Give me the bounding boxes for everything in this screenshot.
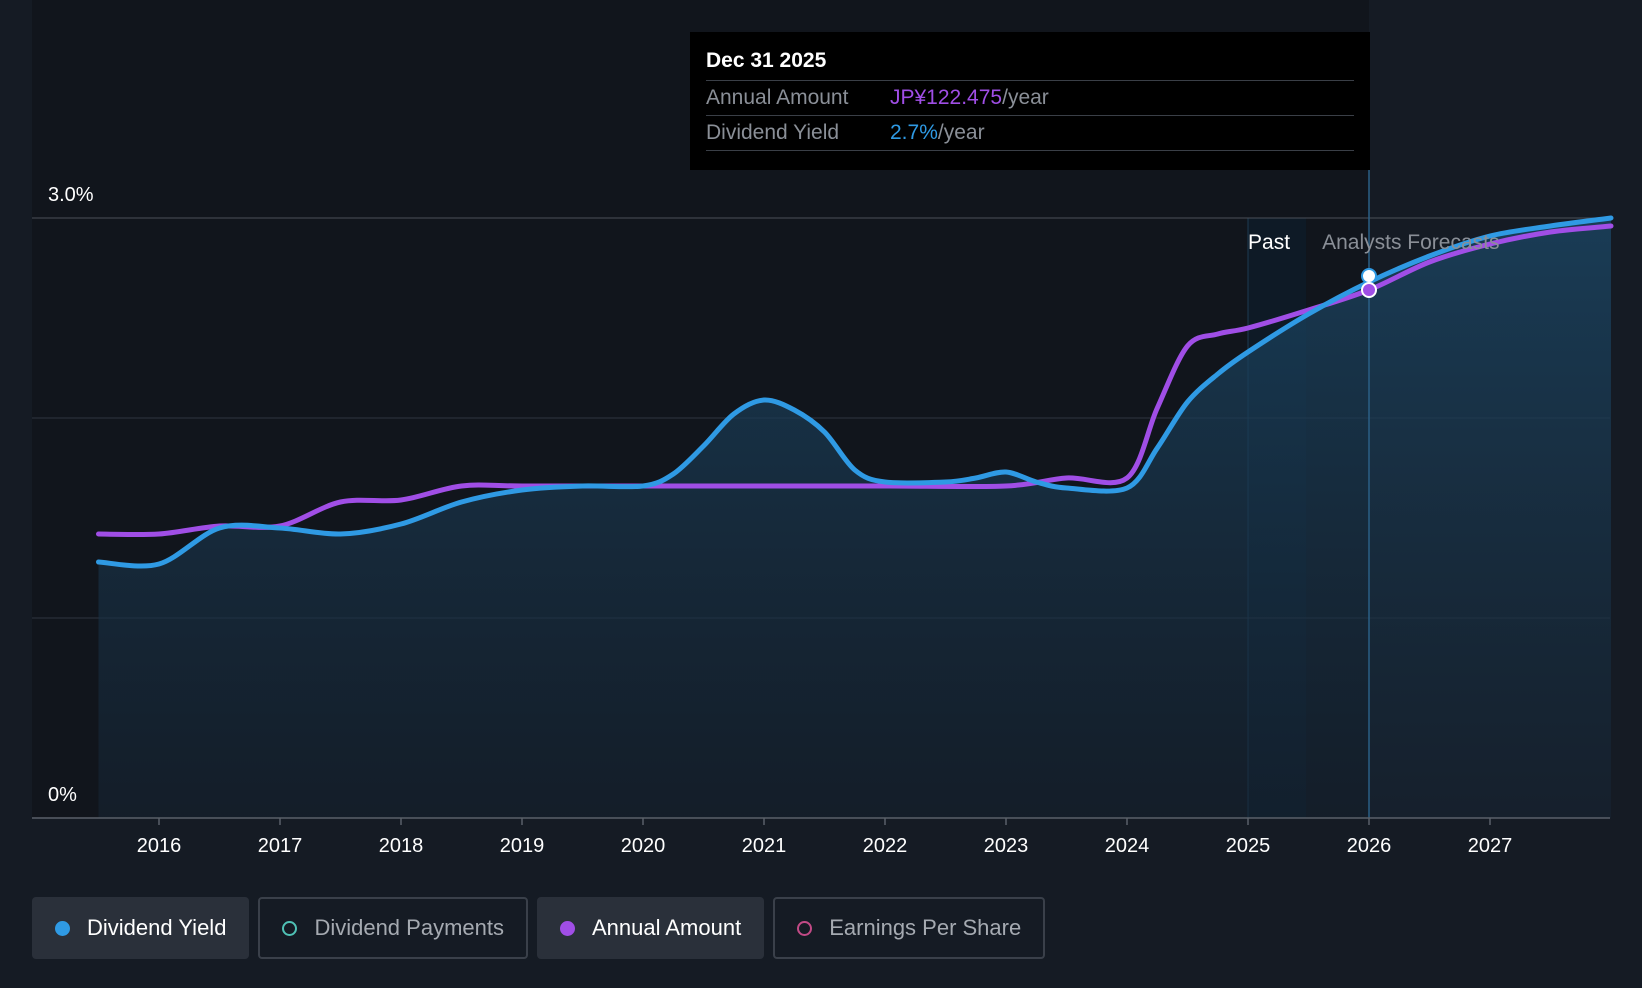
legend-ring-icon xyxy=(282,920,298,936)
tooltip-suffix: /year xyxy=(1002,86,1049,109)
axis-labels: 2016 2017 2018 2019 2020 2021 2022 2023 2024 2025… xyxy=(48,184,1512,857)
tooltip-label: Annual Amount xyxy=(706,86,849,109)
dividend-yield-area xyxy=(98,218,1611,818)
x-tick-label: 2026 xyxy=(1347,835,1392,857)
tooltip-suffix: /year xyxy=(937,121,985,144)
x-tick-label: 2019 xyxy=(500,835,545,857)
tooltip-date: Dec 31 2025 xyxy=(706,46,1354,81)
x-tick-label: 2018 xyxy=(379,835,424,857)
x-tick-label: 2017 xyxy=(258,835,303,857)
legend-ring-icon xyxy=(797,920,813,936)
x-tick-label: 2022 xyxy=(863,835,908,857)
legend-dot-icon xyxy=(55,920,70,936)
x-tick-label: 2027 xyxy=(1468,835,1513,857)
legend-earnings-per-share[interactable]: Earnings Per Share xyxy=(773,897,1046,959)
legend-dividend-payments[interactable]: Dividend Payments xyxy=(258,897,528,959)
past-label: Past xyxy=(1248,231,1290,254)
y-max-label: 3.0% xyxy=(48,184,94,206)
x-tick-label: 2024 xyxy=(1105,835,1150,857)
tooltip-label: Dividend Yield xyxy=(706,121,840,144)
legend: Dividend Yield Dividend Payments Annual … xyxy=(32,897,1046,961)
x-tick-label: 2023 xyxy=(984,835,1029,857)
legend-label: Earnings Per Share xyxy=(829,915,1022,940)
y-min-label: 0% xyxy=(48,784,77,806)
dividend-yield-line xyxy=(96,215,1614,569)
legend-annual-amount[interactable]: Annual Amount xyxy=(536,897,765,959)
tooltip-value: 2.7% xyxy=(890,121,938,144)
legend-label: Annual Amount xyxy=(591,915,742,940)
legend-label: Dividend Payments xyxy=(314,915,504,940)
forecast-label: Analysts Forecasts xyxy=(1322,231,1499,254)
markers xyxy=(1361,268,1377,298)
tooltip-row-annual-amount: Annual Amount JP¥122.475 /year xyxy=(706,81,1354,116)
tooltip: Dec 31 2025 Annual Amount JP¥122.475 /ye… xyxy=(690,32,1370,170)
x-axis xyxy=(32,817,1610,825)
tooltip-value: JP¥122.475 xyxy=(890,86,1003,109)
x-tick-label: 2016 xyxy=(137,835,182,857)
annual-amount-marker xyxy=(1361,282,1377,298)
x-tick-label: 2020 xyxy=(621,835,666,857)
dividend-yield-marker xyxy=(1361,268,1377,284)
legend-dot-icon xyxy=(559,920,575,936)
legend-label: Dividend Yield xyxy=(87,915,227,940)
tooltip-row-dividend-yield: Dividend Yield 2.7% /year xyxy=(706,116,1354,151)
x-tick-label: 2021 xyxy=(742,835,787,857)
legend-dividend-yield[interactable]: Dividend Yield xyxy=(32,897,250,959)
x-tick-label: 2025 xyxy=(1226,835,1271,857)
